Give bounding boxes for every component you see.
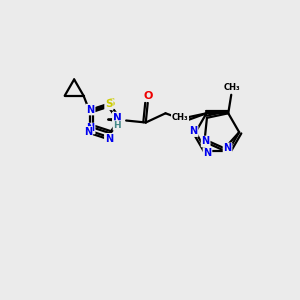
Text: N: N	[86, 105, 95, 115]
Text: N: N	[190, 126, 198, 136]
Text: N: N	[224, 143, 232, 153]
Text: H: H	[113, 121, 121, 130]
Text: CH₃: CH₃	[224, 83, 241, 92]
Text: S: S	[107, 98, 114, 108]
Text: CH₃: CH₃	[172, 113, 188, 122]
Text: N: N	[86, 124, 95, 134]
Text: N: N	[105, 134, 113, 144]
Text: S: S	[105, 99, 112, 109]
Text: N: N	[84, 127, 92, 137]
Text: N: N	[202, 136, 210, 146]
Text: O: O	[143, 91, 152, 101]
Text: N: N	[203, 148, 211, 158]
Text: N: N	[113, 112, 122, 122]
